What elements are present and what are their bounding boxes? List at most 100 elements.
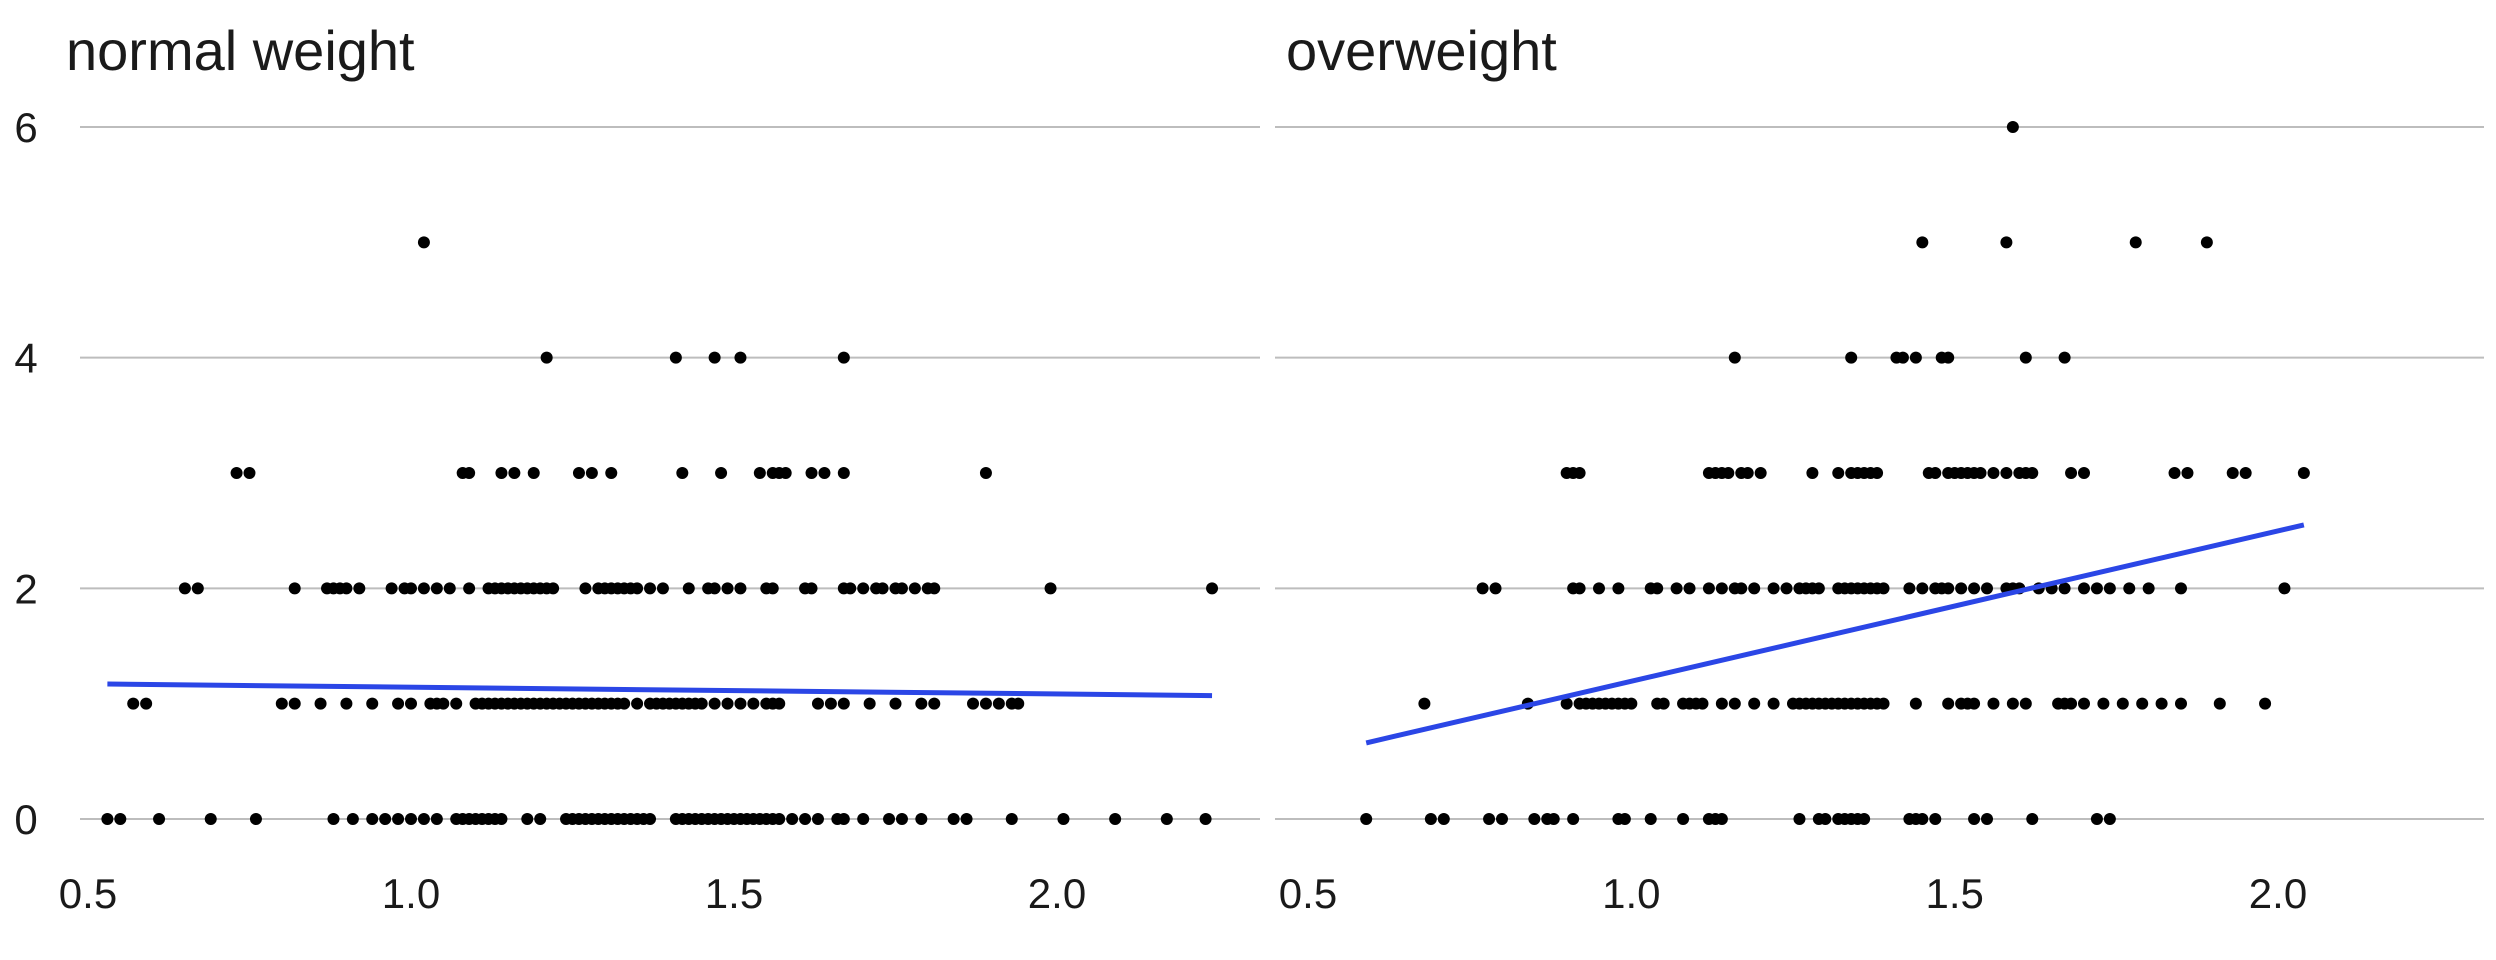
data-point	[2123, 582, 2136, 595]
data-point	[1832, 467, 1845, 479]
data-point	[140, 697, 153, 710]
data-point	[1618, 813, 1631, 825]
data-point	[1877, 697, 1890, 710]
data-point	[540, 351, 553, 364]
trend-line	[1365, 522, 2305, 746]
data-point	[1715, 582, 1728, 595]
data-point	[1955, 582, 1968, 595]
data-point	[230, 467, 243, 479]
data-point	[346, 813, 359, 825]
data-point	[844, 582, 857, 595]
data-point	[1670, 582, 1683, 595]
data-point	[1728, 697, 1741, 710]
data-point	[1057, 813, 1070, 825]
data-point	[2155, 697, 2168, 710]
data-point	[340, 697, 353, 710]
data-point	[883, 813, 896, 825]
data-point	[811, 813, 824, 825]
data-point	[644, 813, 657, 825]
data-point	[534, 813, 547, 825]
data-point	[979, 467, 992, 479]
data-point	[405, 582, 417, 595]
data-point	[895, 813, 908, 825]
data-point	[2000, 236, 2013, 249]
x-tick-label: 1.0	[382, 870, 440, 917]
data-point	[385, 582, 398, 595]
data-point	[811, 697, 824, 710]
data-point	[1476, 582, 1489, 595]
data-point	[1748, 582, 1761, 595]
data-point	[2181, 467, 2194, 479]
data-point	[2136, 697, 2149, 710]
data-point	[1206, 582, 1219, 595]
data-point	[805, 582, 818, 595]
data-point	[430, 582, 443, 595]
data-point	[2019, 351, 2032, 364]
x-tick-label: 1.0	[1602, 870, 1660, 917]
data-point	[773, 697, 786, 710]
data-point	[579, 582, 592, 595]
data-point	[275, 697, 288, 710]
data-point	[1903, 582, 1916, 595]
data-point	[405, 697, 417, 710]
data-point	[1625, 697, 1638, 710]
data-point	[153, 813, 166, 825]
x-tick-label: 0.5	[59, 870, 117, 917]
data-point	[1929, 813, 1942, 825]
data-point	[837, 697, 850, 710]
data-point	[1942, 697, 1955, 710]
data-point	[2200, 236, 2213, 249]
data-point	[1909, 351, 1922, 364]
data-point	[2026, 813, 2039, 825]
data-point	[2078, 697, 2090, 710]
data-point	[1418, 697, 1431, 710]
data-point	[928, 697, 941, 710]
data-point	[928, 582, 941, 595]
data-point	[521, 813, 534, 825]
data-point	[805, 467, 818, 479]
data-point	[2065, 697, 2078, 710]
y-tick-label: 4	[14, 335, 37, 382]
data-point	[417, 813, 430, 825]
data-point	[1916, 236, 1929, 249]
data-point	[1987, 697, 2000, 710]
data-point	[708, 697, 721, 710]
y-tick-label: 0	[14, 796, 37, 843]
data-point	[960, 813, 973, 825]
data-point	[669, 351, 682, 364]
data-point	[379, 813, 392, 825]
data-point	[818, 467, 831, 479]
data-point	[417, 236, 430, 249]
data-point	[392, 813, 405, 825]
data-point	[734, 351, 747, 364]
data-point	[895, 582, 908, 595]
data-point	[101, 813, 114, 825]
data-point	[1806, 467, 1819, 479]
data-point	[1968, 697, 1981, 710]
data-point	[1780, 582, 1793, 595]
panel-normal-weight: 0 2 4 6 0.5 1.0 1.5 2.0 normal weight	[14, 19, 1260, 917]
data-point	[585, 467, 598, 479]
data-point	[2000, 467, 2013, 479]
data-point	[1942, 582, 1955, 595]
data-point	[857, 582, 870, 595]
data-point	[908, 582, 921, 595]
data-point	[1981, 582, 1993, 595]
data-point	[1819, 813, 1832, 825]
data-point	[243, 467, 256, 479]
data-point	[1199, 813, 1212, 825]
data-point	[508, 467, 521, 479]
data-point	[837, 351, 850, 364]
data-point	[1528, 813, 1541, 825]
data-point	[2026, 467, 2039, 479]
data-point	[947, 813, 960, 825]
data-point	[753, 467, 766, 479]
data-point	[889, 697, 902, 710]
data-point	[824, 697, 837, 710]
data-point	[178, 582, 191, 595]
data-point	[1741, 467, 1754, 479]
data-point	[2058, 582, 2071, 595]
data-point	[721, 582, 734, 595]
data-point	[2058, 351, 2071, 364]
data-point	[2006, 697, 2019, 710]
